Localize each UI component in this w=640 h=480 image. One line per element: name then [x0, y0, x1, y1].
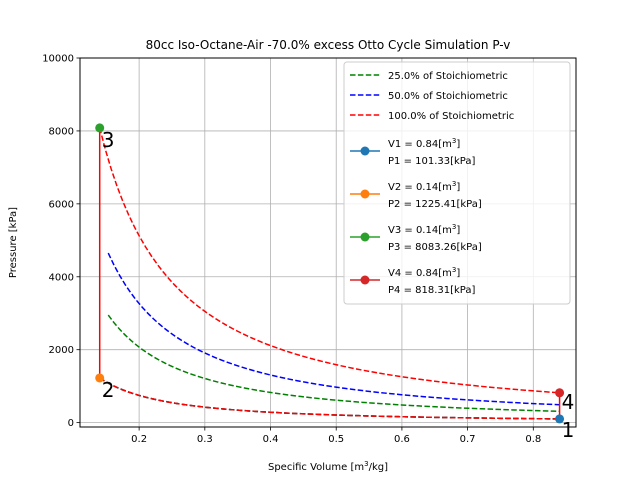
state-number-label: 1 — [562, 418, 575, 442]
state-number-label: 4 — [562, 390, 575, 414]
legend-pressure-label: P2 = 1225.41[kPa] — [388, 199, 482, 210]
y-tick-label: 6000 — [49, 199, 74, 210]
series-curve — [98, 127, 560, 394]
legend-marker — [360, 146, 370, 156]
x-tick-label: 0.5 — [328, 434, 344, 445]
y-tick-label: 0 — [68, 418, 74, 429]
legend-marker — [360, 275, 370, 285]
state-point — [555, 388, 565, 398]
legend-volume-label: V4 = 0.84[m3] — [388, 266, 460, 279]
axis-ticks: 0.2 0.3 0.4 0.5 0.6 0.7 0.8 0 2000 4000 6000 8000 10… — [42, 54, 541, 446]
legend-pressure-label: P1 = 101.33[kPa] — [388, 156, 476, 167]
state-point — [95, 123, 105, 133]
plot-frame — [79, 57, 577, 428]
legend-entry-label: 25.0% of Stoichiometric — [388, 71, 508, 82]
series-curve — [99, 377, 560, 420]
legend-volume-label: V1 = 0.84[m3] — [388, 137, 460, 150]
y-tick-label: 10000 — [42, 54, 74, 65]
series-layer — [98, 127, 561, 420]
legend: 25.0% of Stoichiometric 50.0% of Stoichio… — [343, 61, 571, 305]
legend-marker — [360, 189, 370, 199]
series-curve — [107, 314, 560, 413]
x-tick-label: 0.8 — [525, 434, 541, 445]
legend-pressure-label: P4 = 818.31[kPa] — [388, 285, 476, 296]
state-number-label: 2 — [102, 378, 115, 402]
y-axis-label: Pressure [kPa] — [8, 207, 19, 278]
state-points-layer: 1 2 3 4 — [95, 123, 574, 442]
legend-volume-label: V2 = 0.14[m3] — [388, 180, 460, 193]
legend-entry-label: 50.0% of Stoichiometric — [388, 91, 508, 102]
y-tick-label: 8000 — [49, 126, 74, 137]
x-tick-label: 0.3 — [197, 434, 213, 445]
state-point — [555, 414, 565, 424]
legend-volume-label: V3 = 0.14[m3] — [388, 223, 460, 236]
chart-title: 80cc Iso-Octane-Air -70.0% excess Otto C… — [146, 38, 511, 52]
x-tick-label: 0.4 — [263, 434, 279, 445]
legend-box — [343, 61, 571, 305]
series-curve — [107, 252, 560, 406]
x-tick-label: 0.6 — [394, 434, 410, 445]
legend-pressure-label: P3 = 8083.26[kPa] — [388, 242, 482, 253]
x-tick-label: 0.7 — [460, 434, 476, 445]
x-tick-label: 0.2 — [131, 434, 147, 445]
legend-marker — [360, 232, 370, 242]
state-number-label: 3 — [102, 128, 115, 152]
state-point — [95, 373, 105, 383]
legend-entry-label: 100.0% of Stoichiometric — [388, 111, 514, 122]
y-tick-label: 4000 — [49, 272, 74, 283]
x-axis-label: Specific Volume [m3/kg] — [268, 460, 388, 473]
y-tick-label: 2000 — [49, 345, 74, 356]
